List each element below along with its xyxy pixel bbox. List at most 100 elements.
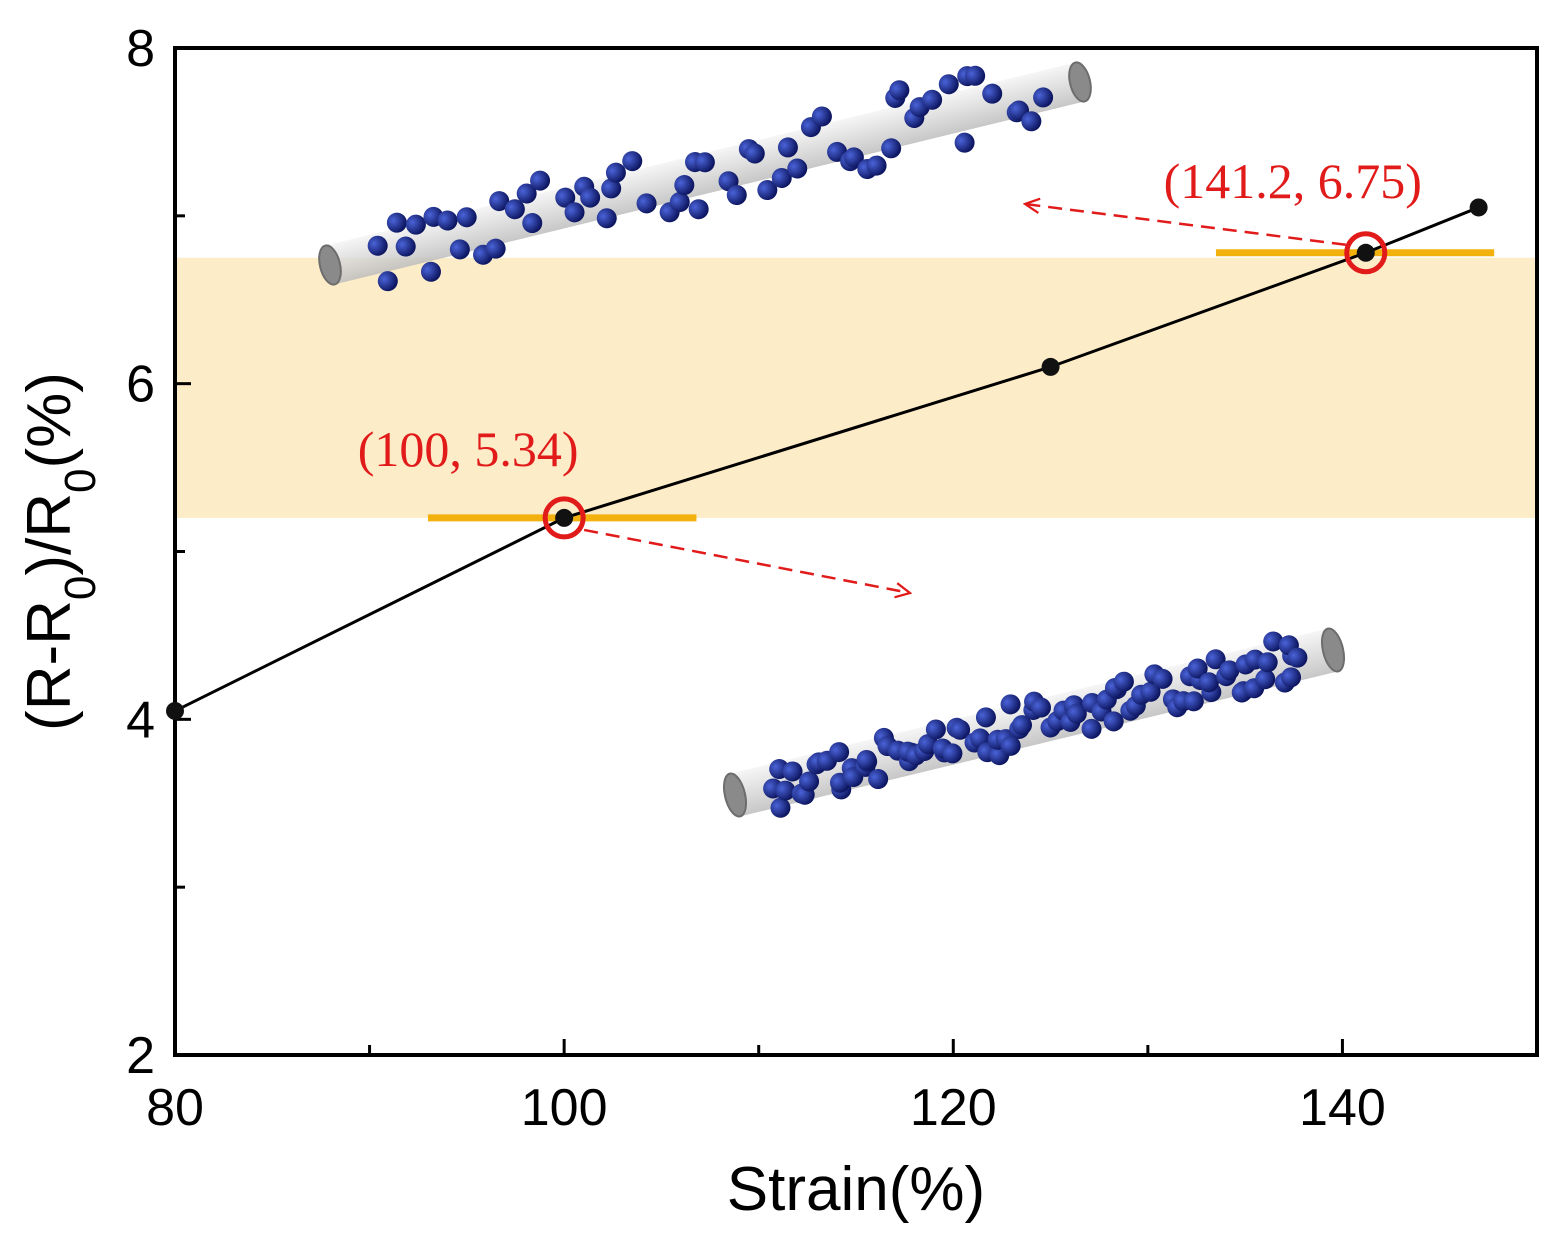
annotation-ring-100 [542, 496, 586, 540]
x-tick-labels: 80 100 120 140 [146, 1079, 1386, 1137]
conductive-particle [530, 170, 551, 191]
data-point [1356, 243, 1375, 262]
conductive-particle [516, 183, 537, 204]
conductive-particle [437, 210, 458, 231]
tube-end-cap [722, 772, 748, 818]
conductive-particle [775, 780, 796, 801]
conductive-particle [694, 152, 715, 173]
tube-body [722, 627, 1346, 818]
conductive-particle [881, 138, 902, 159]
tube-end-cap [318, 244, 342, 286]
conductive-particle [975, 707, 996, 728]
y-tick-label: 2 [126, 1027, 155, 1085]
y-axis-title-close: (%) [15, 372, 84, 468]
x-axis-title: Strain(%) [727, 1155, 985, 1224]
conductive-particle [1021, 111, 1042, 132]
conductive-particle [674, 175, 695, 196]
conductive-particle [1257, 652, 1278, 673]
conductive-particle [954, 132, 975, 153]
conductive-particle [1030, 697, 1051, 718]
conductive-particle [405, 214, 426, 235]
conductive-particle [489, 191, 510, 212]
conductive-particle [1183, 691, 1204, 712]
conductive-particle [1219, 660, 1240, 681]
conductive-particle [1205, 649, 1226, 670]
conductive-particle [856, 749, 877, 770]
conductive-particle [622, 151, 643, 172]
conductive-particle [449, 239, 470, 260]
conductive-particle [782, 761, 803, 782]
conductive-particle [1000, 735, 1021, 756]
conductive-particle [564, 202, 585, 223]
conductive-particle [1255, 669, 1276, 690]
y-axis-title: (R-R0)/R0(%) [15, 372, 105, 731]
data-point [166, 701, 184, 720]
conductive-particle [770, 797, 791, 818]
conductive-particle [889, 80, 910, 101]
conductive-particle [1287, 647, 1308, 668]
y-axis-title-sub2: 0 [56, 468, 105, 492]
conductive-particle [726, 185, 747, 206]
conductive-particle [757, 180, 778, 201]
conductive-particle [777, 137, 798, 158]
conductive-particle [1263, 631, 1284, 652]
conductive-particle [771, 167, 792, 188]
conductive-particle [799, 771, 820, 792]
conductive-particle [811, 106, 832, 127]
conductive-particle [605, 162, 626, 183]
x-tick-label: 80 [146, 1079, 204, 1137]
conductive-particle [1140, 681, 1161, 702]
nanotube-illustration-relaxed [722, 627, 1346, 818]
arrow-to-bottom-illustration [583, 528, 910, 593]
conductive-particle [843, 147, 864, 168]
conductive-particle [938, 74, 959, 95]
conductive-particle [688, 199, 709, 220]
conductive-particle [386, 212, 407, 233]
conductive-particle [1152, 668, 1173, 689]
conductive-particle [596, 208, 617, 229]
conductive-particle [420, 261, 441, 282]
conductive-particle [982, 83, 1003, 104]
conductive-particle [485, 238, 506, 259]
annotation-label-100: (100, 5.34) [358, 421, 579, 477]
conductive-particle [1281, 667, 1302, 688]
tube-end-cap [1320, 627, 1346, 673]
conductive-particle [1113, 671, 1134, 692]
conductive-particle [1066, 703, 1087, 724]
conductive-particle [1033, 87, 1054, 108]
y-axis-title-mid: )/R [15, 493, 84, 576]
conductive-particle [377, 271, 398, 292]
annotation-label-141: (141.2, 6.75) [1164, 153, 1422, 209]
data-point [1469, 198, 1488, 217]
conductive-particle [866, 155, 887, 176]
conductive-particle [922, 89, 943, 110]
conductive-particle [1000, 694, 1021, 715]
conductive-particle [744, 143, 765, 164]
y-tick-labels: 2 4 6 8 [126, 20, 155, 1085]
conductive-particle [925, 719, 946, 740]
conductive-particle [950, 719, 971, 740]
conductive-particle [367, 235, 388, 256]
tube-body [318, 61, 1092, 292]
data-point [1041, 357, 1060, 376]
x-tick-label: 120 [910, 1079, 997, 1137]
conductive-particle [555, 187, 576, 208]
conductive-particle [868, 769, 889, 790]
tube-shell [325, 62, 1085, 285]
x-tick-label: 100 [521, 1079, 608, 1137]
data-point [555, 508, 574, 527]
conductive-particle [395, 236, 416, 257]
y-tick-label: 6 [126, 356, 155, 414]
conductive-particle [965, 65, 986, 86]
y-tick-label: 8 [126, 20, 155, 78]
conductive-particle [1198, 672, 1219, 693]
conductive-particle [669, 192, 690, 213]
tube-end-cap [1068, 61, 1092, 103]
series-points [166, 198, 1488, 720]
nanotube-illustration-stretched [318, 61, 1092, 292]
conductive-particle [1187, 658, 1208, 679]
y-tick-label: 4 [126, 691, 155, 749]
axis-ticks [173, 46, 1539, 1057]
conductive-particle [1081, 718, 1102, 739]
